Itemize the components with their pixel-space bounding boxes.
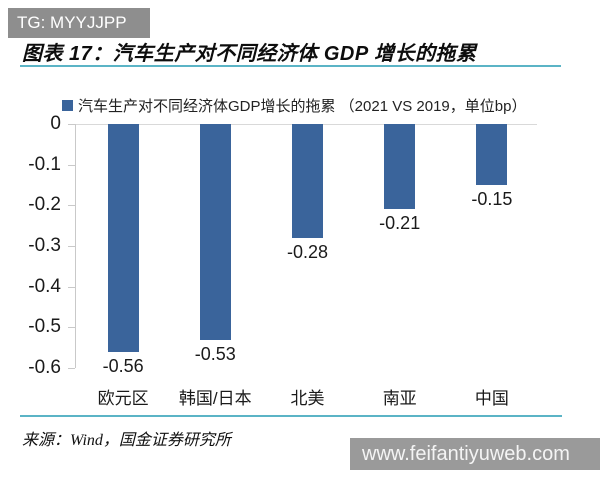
bar: [292, 124, 323, 238]
bar: [384, 124, 416, 210]
category-label: 中国: [474, 389, 509, 408]
source-note: 来源：Wind，国金证券研究所: [22, 432, 231, 449]
figure-title: 图表 17：汽车生产对不同经济体 GDP 增长的拖累: [22, 43, 477, 65]
y-tick-label: 0: [50, 113, 61, 134]
watermark-bottom: www.feifantiyuweb.com: [350, 438, 600, 470]
y-tick-mark: [68, 286, 75, 288]
y-tick-mark: [68, 327, 75, 329]
bar-value-label: -0.28: [286, 241, 329, 262]
bar-value-label: -0.15: [471, 189, 513, 209]
y-tick-mark: [68, 164, 75, 166]
category-label: 韩国/日本: [178, 389, 252, 408]
y-tick-mark: [68, 368, 75, 370]
y-axis-line: [75, 124, 76, 369]
y-tick-mark: [68, 246, 75, 247]
bar-value-label: -0.53: [194, 343, 236, 364]
bar: [199, 124, 231, 340]
bar-value-label: -0.21: [379, 213, 421, 234]
bar: [107, 124, 139, 352]
top-divider: [20, 65, 561, 67]
bar: [476, 124, 508, 185]
y-tick-label: -0.4: [28, 275, 61, 297]
legend-label: 汽车生产对不同经济体GDP增长的拖累 （2021 VS 2019，单位bp）: [78, 98, 527, 115]
y-tick-label: -0.6: [28, 357, 61, 379]
category-label: 北美: [290, 389, 325, 408]
y-tick-label: -0.5: [28, 316, 61, 338]
y-tick-mark: [68, 124, 75, 125]
y-tick-label: -0.3: [28, 235, 61, 256]
category-label: 南亚: [382, 389, 417, 408]
legend-swatch-icon: [62, 100, 73, 111]
category-label: 欧元区: [97, 389, 149, 408]
y-tick-mark: [68, 205, 75, 207]
bottom-divider: [20, 415, 562, 417]
chart-legend: 汽车生产对不同经济体GDP增长的拖累 （2021 VS 2019，单位bp）: [62, 95, 526, 116]
y-tick-label: -0.2: [28, 194, 61, 216]
bar-value-label: -0.56: [102, 355, 144, 376]
y-tick-label: -0.1: [28, 153, 61, 175]
watermark-top: TG: MYYJJPP: [8, 8, 150, 38]
